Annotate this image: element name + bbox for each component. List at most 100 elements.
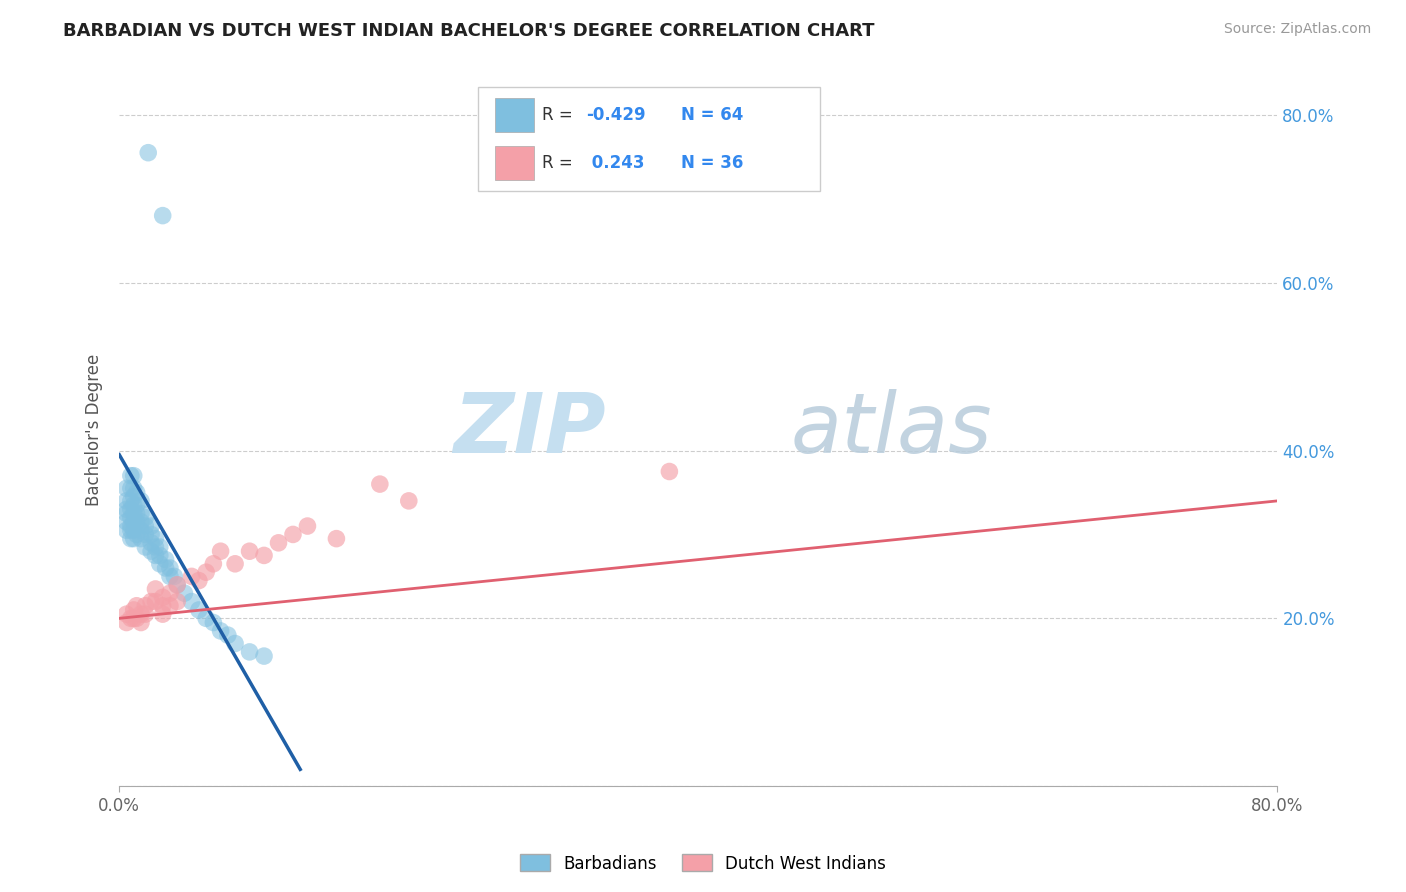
Point: [125, 498, 148, 512]
Point: [134, 540, 156, 554]
Point: [155, 561, 177, 575]
Point: [238, 645, 260, 659]
Point: [115, 502, 138, 516]
Point: [145, 549, 167, 563]
Point: [155, 552, 177, 566]
Point: [125, 611, 148, 625]
Point: [139, 544, 162, 558]
Point: [125, 599, 148, 613]
Point: [253, 649, 276, 664]
Point: [120, 468, 142, 483]
Point: [115, 607, 138, 622]
Point: [115, 494, 138, 508]
Point: [187, 603, 209, 617]
Point: [159, 586, 181, 600]
Point: [145, 532, 167, 546]
Point: [122, 603, 145, 617]
Text: N = 64: N = 64: [681, 106, 744, 124]
Point: [125, 527, 148, 541]
Point: [120, 519, 142, 533]
FancyBboxPatch shape: [495, 98, 534, 132]
Point: [115, 615, 138, 630]
Point: [180, 594, 202, 608]
Point: [134, 607, 156, 622]
Point: [152, 599, 174, 613]
Point: [125, 485, 148, 500]
Point: [398, 494, 420, 508]
Point: [195, 611, 218, 625]
Point: [139, 536, 162, 550]
Point: [129, 523, 152, 537]
Point: [202, 615, 225, 630]
Point: [129, 494, 152, 508]
FancyBboxPatch shape: [478, 87, 820, 191]
Point: [149, 549, 172, 563]
Point: [129, 532, 152, 546]
Point: [163, 569, 186, 583]
Point: [139, 519, 162, 533]
Point: [195, 565, 218, 579]
Point: [238, 544, 260, 558]
Point: [115, 507, 138, 521]
Point: [173, 586, 195, 600]
Point: [122, 523, 145, 537]
Point: [145, 540, 167, 554]
Point: [134, 519, 156, 533]
Point: [149, 540, 172, 554]
Point: [134, 527, 156, 541]
Point: [129, 615, 152, 630]
Point: [325, 532, 347, 546]
Point: [166, 578, 188, 592]
Text: BARBADIAN VS DUTCH WEST INDIAN BACHELOR'S DEGREE CORRELATION CHART: BARBADIAN VS DUTCH WEST INDIAN BACHELOR'…: [63, 22, 875, 40]
Point: [136, 145, 159, 160]
Point: [122, 532, 145, 546]
Point: [166, 594, 188, 608]
Point: [122, 498, 145, 512]
Point: [139, 527, 162, 541]
Point: [159, 561, 181, 575]
Point: [209, 624, 232, 638]
Text: 0.243: 0.243: [586, 154, 644, 172]
Point: [202, 557, 225, 571]
Point: [152, 607, 174, 622]
Point: [122, 507, 145, 521]
Point: [120, 532, 142, 546]
Point: [115, 523, 138, 537]
Point: [115, 481, 138, 495]
Point: [125, 507, 148, 521]
Point: [115, 515, 138, 529]
Point: [224, 557, 246, 571]
Text: atlas: atlas: [792, 389, 993, 470]
Point: [122, 481, 145, 495]
Text: N = 36: N = 36: [681, 154, 744, 172]
FancyBboxPatch shape: [495, 146, 534, 180]
Point: [368, 477, 391, 491]
Point: [125, 515, 148, 529]
Text: R =: R =: [541, 106, 578, 124]
Point: [145, 582, 167, 596]
Point: [129, 607, 152, 622]
Text: R =: R =: [541, 154, 578, 172]
Point: [120, 502, 142, 516]
Point: [145, 594, 167, 608]
Point: [159, 599, 181, 613]
Point: [180, 569, 202, 583]
Y-axis label: Bachelor's Degree: Bachelor's Degree: [86, 353, 103, 506]
Point: [224, 636, 246, 650]
Point: [209, 544, 232, 558]
Point: [152, 591, 174, 605]
Point: [120, 510, 142, 524]
Text: -0.429: -0.429: [586, 106, 645, 124]
Text: ZIP: ZIP: [453, 389, 606, 470]
Point: [217, 628, 239, 642]
Point: [120, 611, 142, 625]
Point: [297, 519, 319, 533]
Point: [129, 507, 152, 521]
Point: [120, 481, 142, 495]
Point: [129, 515, 152, 529]
Point: [149, 557, 172, 571]
Text: Source: ZipAtlas.com: Source: ZipAtlas.com: [1223, 22, 1371, 37]
Point: [122, 490, 145, 504]
Point: [253, 549, 276, 563]
Point: [122, 515, 145, 529]
